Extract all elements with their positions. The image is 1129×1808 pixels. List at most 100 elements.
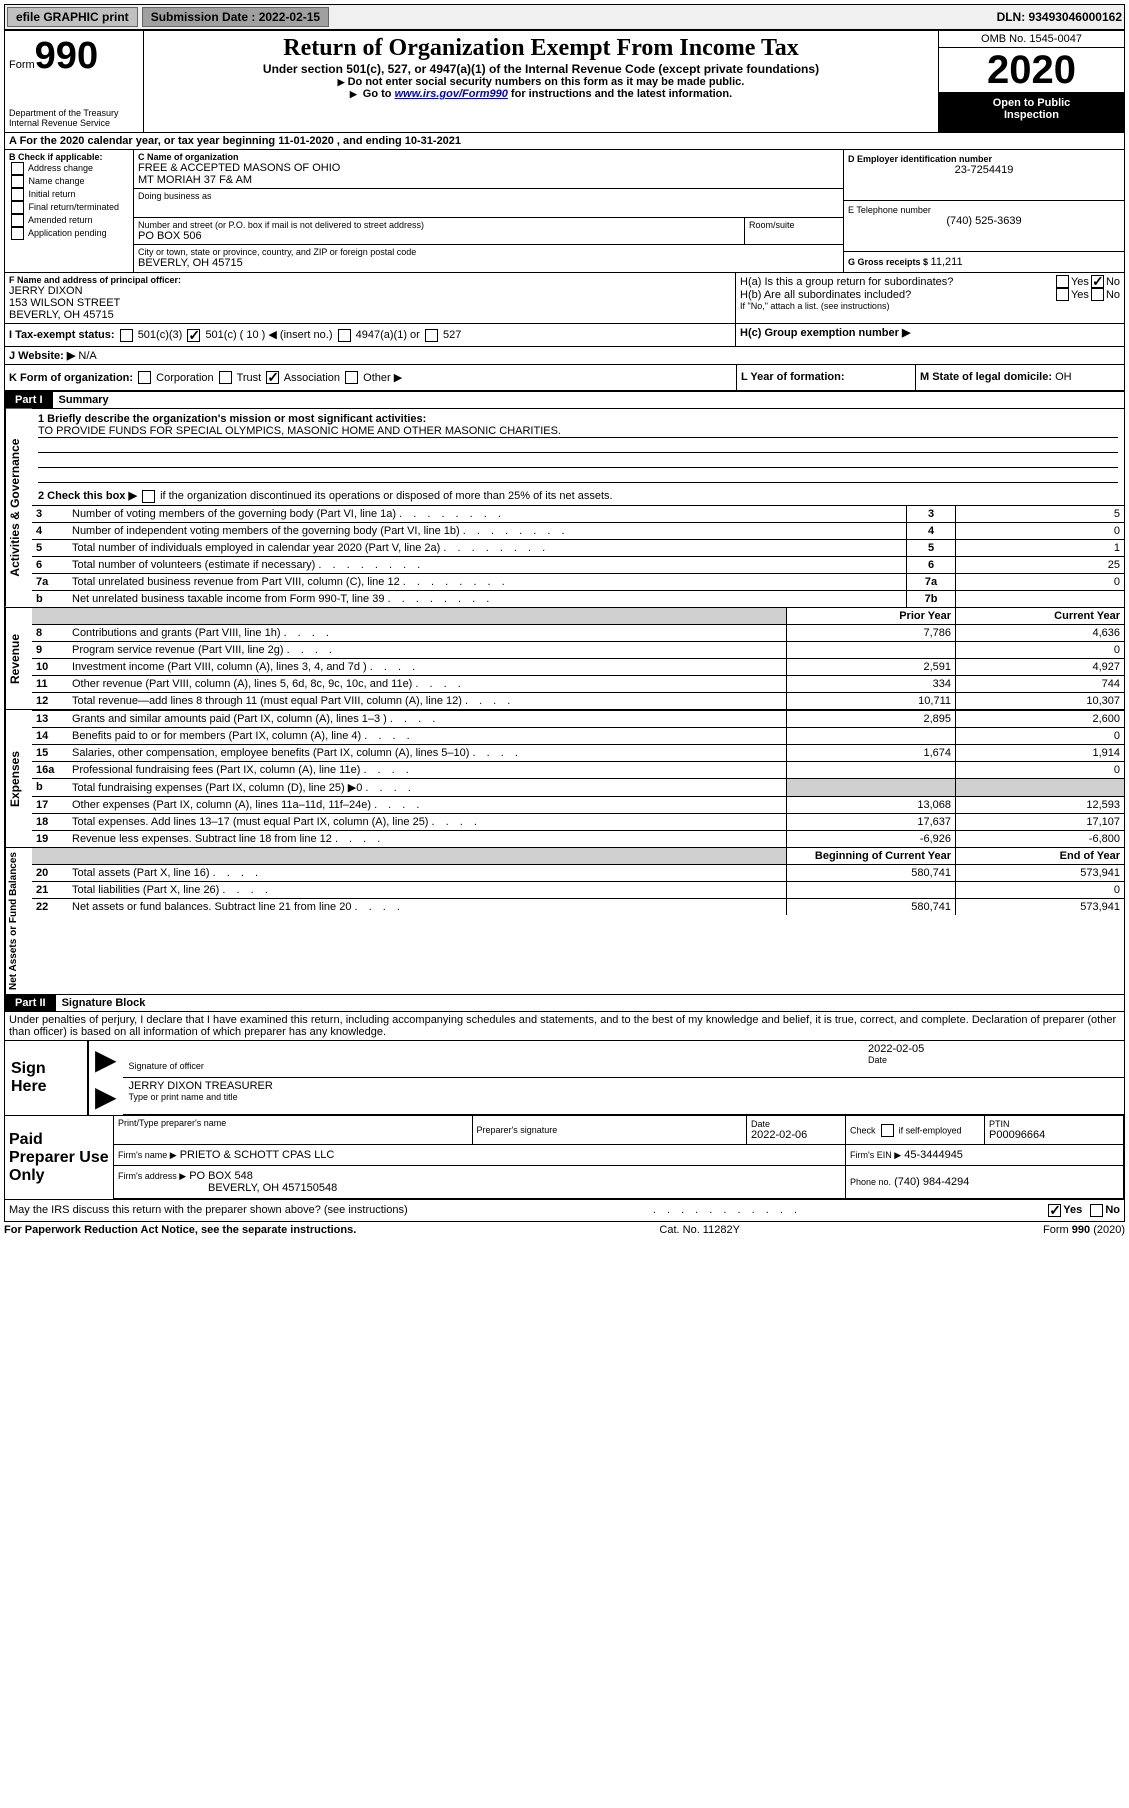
finance-row: 18Total expenses. Add lines 13–17 (must … [32,813,1124,830]
preparer-table: Paid Preparer Use Only Print/Type prepar… [5,1115,1124,1199]
4947-checkbox[interactable] [338,329,351,342]
col-end: End of Year [955,848,1124,864]
sign-here-label: Sign Here [5,1041,88,1115]
efile-print-button[interactable]: efile GRAPHIC print [7,7,138,27]
527-checkbox[interactable] [425,329,438,342]
sig-name-label: Type or print name and title [129,1092,1118,1102]
summary-row: 4Number of independent voting members of… [32,522,1124,539]
boxb-opt-checkbox[interactable] [11,188,24,201]
boxb-opt-label: Name change [29,176,85,186]
boxb-opt-label: Final return/terminated [29,202,120,212]
hb-note: If "No," attach a list. (see instruction… [740,301,1120,311]
corp-checkbox[interactable] [138,371,151,384]
ha-yes: Yes [1071,276,1089,288]
sig-name: JERRY DIXON TREASURER [129,1080,1118,1092]
addr-value: PO BOX 506 [138,230,740,242]
501c-checkbox[interactable] [187,329,200,342]
ein-value: 23-7254419 [848,164,1120,176]
finance-row: 10Investment income (Part VIII, column (… [32,658,1124,675]
col-prior: Prior Year [786,608,955,624]
self-employed-checkbox[interactable] [881,1124,894,1137]
note-ssn: Do not enter social security numbers on … [154,76,928,88]
hc-label: H(c) Group exemption number ▶ [740,327,910,339]
note-link-post: for instructions and the latest informat… [508,88,732,100]
q2-post: if the organization discontinued its ope… [160,490,613,502]
discuss-no-checkbox[interactable] [1090,1204,1103,1217]
prep-self: if self-employed [899,1125,962,1135]
phone-value: (740) 525-3639 [848,215,1120,227]
finance-row: 19Revenue less expenses. Subtract line 1… [32,830,1124,847]
q2-label: 2 Check this box ▶ [38,490,137,502]
firm-phone-label: Phone no. [850,1177,891,1187]
domicile-label: M State of legal domicile: [920,371,1055,383]
dln-label: DLN: 93493046000162 [997,10,1122,24]
box-b-title: B Check if applicable: [9,152,129,162]
summary-row: 6Total number of volunteers (estimate if… [32,556,1124,573]
footer: For Paperwork Reduction Act Notice, see … [4,1222,1125,1238]
finance-row: 17Other expenses (Part IX, column (A), l… [32,796,1124,813]
discontinued-checkbox[interactable] [142,490,155,503]
part2-header: Part II [5,995,56,1011]
ha-yes-checkbox[interactable] [1056,275,1069,288]
period-row: A For the 2020 calendar year, or tax yea… [5,133,1124,150]
instructions-link[interactable]: www.irs.gov/Form990 [395,88,508,100]
firm-addr2: BEVERLY, OH 457150548 [208,1182,337,1194]
finance-row: 16aProfessional fundraising fees (Part I… [32,761,1124,778]
finance-row: 13Grants and similar amounts paid (Part … [32,710,1124,727]
discuss-yes-checkbox[interactable] [1048,1204,1061,1217]
ptin-label: PTIN [989,1119,1119,1129]
title-col: Return of Organization Exempt From Incom… [144,31,938,132]
sig-officer-label: Signature of officer [129,1061,856,1071]
firm-ein: 45-3444945 [904,1149,963,1161]
ha-no-checkbox[interactable] [1091,275,1104,288]
sign-here-table: Sign Here ▶ Signature of officer 2022-02… [5,1041,1124,1116]
identity-block: B Check if applicable: Address change Na… [5,150,1124,273]
form-title: Return of Organization Exempt From Incom… [154,35,928,62]
hb-label: H(b) Are all subordinates included? [740,289,1054,301]
open-line2: Inspection [941,109,1122,121]
open-line1: Open to Public [941,97,1122,109]
col-begin: Beginning of Current Year [786,848,955,864]
prep-name-label: Print/Type preparer's name [118,1118,468,1128]
assoc-checkbox[interactable] [266,371,279,384]
note-link-pre: Go to [363,88,395,100]
boxb-opt-checkbox[interactable] [11,175,24,188]
boxb-opt-checkbox[interactable] [11,162,24,175]
finance-row: bTotal fundraising expenses (Part IX, co… [32,778,1124,796]
irs-label: Internal Revenue Service [9,118,139,128]
finance-row: 20Total assets (Part X, line 16) . . . .… [32,864,1124,881]
501c3-checkbox[interactable] [120,329,133,342]
hb-yes-checkbox[interactable] [1056,288,1069,301]
finance-row: 11Other revenue (Part VIII, column (A), … [32,675,1124,692]
note-link: Go to www.irs.gov/Form990 for instructio… [154,88,928,100]
part1-header: Part I [5,392,53,408]
q1-label: 1 Briefly describe the organization's mi… [38,413,1118,425]
q1-value: TO PROVIDE FUNDS FOR SPECIAL OLYMPICS, M… [38,425,1118,438]
revenue-section: Revenue Prior Year Current Year 8Contrib… [5,607,1124,709]
right-col: OMB No. 1545-0047 2020 Open to Public In… [938,31,1124,132]
vlabel-exp: Expenses [5,710,32,847]
website-label: J Website: ▶ [9,350,75,362]
firm-ein-label: Firm's EIN ▶ [850,1150,901,1160]
opt-corp: Corporation [156,372,213,384]
trust-checkbox[interactable] [219,371,232,384]
finance-row: 8Contributions and grants (Part VIII, li… [32,624,1124,641]
boxb-opt-checkbox[interactable] [11,227,24,240]
boxb-opt-checkbox[interactable] [11,214,24,227]
form-id-col: Form990 Department of the Treasury Inter… [5,31,144,132]
other-checkbox[interactable] [345,371,358,384]
part1-body: Activities & Governance 1 Briefly descri… [5,409,1124,607]
summary-row: 3Number of voting members of the governi… [32,505,1124,522]
discuss-label: May the IRS discuss this return with the… [9,1204,408,1217]
boxb-opt-checkbox[interactable] [11,201,24,214]
period-mid: , and ending [334,135,405,147]
ein-label: D Employer identification number [848,154,1120,164]
firm-addr1: PO BOX 548 [189,1170,253,1182]
hb-no-checkbox[interactable] [1091,288,1104,301]
prep-date: 2022-02-06 [751,1129,841,1141]
paperwork-notice: For Paperwork Reduction Act Notice, see … [4,1224,356,1236]
finance-row: 14Benefits paid to or for members (Part … [32,727,1124,744]
summary-row: 7aTotal unrelated business revenue from … [32,573,1124,590]
dba-label: Doing business as [138,191,839,201]
col-current: Current Year [955,608,1124,624]
